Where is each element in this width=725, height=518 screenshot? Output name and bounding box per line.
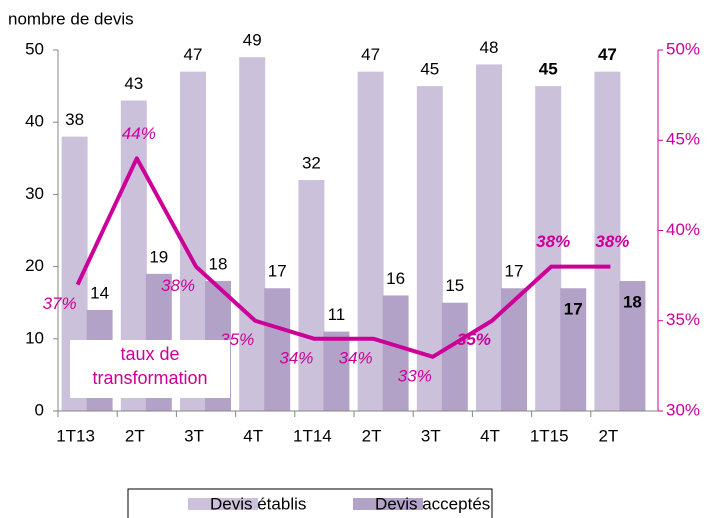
data-label: 16: [386, 269, 405, 288]
x-tick-label: 2T: [598, 426, 618, 445]
data-label: 45: [539, 60, 558, 79]
x-tick-label: 3T: [421, 426, 441, 445]
data-label: 11: [328, 305, 346, 324]
line-label: 38%: [536, 232, 570, 251]
y2-tick-label: 40%: [666, 220, 700, 239]
bar: [239, 57, 266, 411]
x-tick-label: 1T15: [530, 426, 569, 445]
legend-label: Devis acceptés: [375, 494, 490, 513]
data-label: 18: [623, 293, 642, 312]
y-tick-label: 40: [25, 112, 44, 131]
data-label: 14: [90, 283, 109, 302]
y-tick-label: 50: [25, 39, 44, 58]
y-axis-label: nombre de devis: [8, 9, 134, 28]
line-label: 44%: [122, 124, 156, 143]
bar: [441, 302, 468, 411]
data-label: 47: [361, 45, 380, 64]
y2-tick-label: 50%: [666, 39, 700, 58]
x-tick-label: 4T: [243, 426, 263, 445]
y-tick-label: 20: [25, 256, 44, 275]
line-label: 34%: [279, 348, 313, 367]
line-label: 35%: [457, 330, 491, 349]
y-tick-label: 0: [35, 400, 44, 419]
bar: [619, 281, 646, 411]
x-tick-label: 1T13: [56, 426, 95, 445]
data-label: 15: [445, 276, 464, 295]
bar: [416, 86, 443, 411]
line-label: 34%: [339, 348, 373, 367]
y2-tick-label: 35%: [666, 310, 700, 329]
data-label: 38: [65, 110, 84, 129]
legend-label: Devis établis: [210, 494, 306, 513]
line: [75, 156, 611, 359]
data-label: 43: [124, 74, 143, 93]
data-label: 18: [209, 255, 228, 274]
data-label: 45: [420, 60, 439, 79]
bar: [535, 86, 562, 411]
x-tick-label: 3T: [184, 426, 204, 445]
data-label: 17: [564, 300, 583, 319]
legend-swatch: [188, 498, 258, 510]
data-label: 17: [505, 262, 524, 281]
bar: [298, 179, 325, 411]
y-tick-label: 10: [25, 328, 44, 347]
bar: [594, 71, 621, 411]
line-label: 38%: [161, 276, 195, 295]
data-label: 47: [184, 45, 203, 64]
x-tick-label: 1T14: [293, 426, 332, 445]
y2-tick-label: 30%: [666, 400, 700, 419]
bar: [323, 331, 350, 411]
data-label: 32: [302, 153, 321, 172]
data-label: 19: [149, 247, 168, 266]
line-label: 38%: [595, 232, 629, 251]
bar: [264, 288, 291, 411]
data-label: 17: [268, 262, 287, 281]
x-tick-label: 2T: [362, 426, 382, 445]
data-label: 47: [598, 45, 617, 64]
line-label: 33%: [398, 366, 432, 385]
y2-tick-label: 45%: [666, 130, 700, 149]
data-label: 49: [243, 31, 262, 50]
x-tick-label: 4T: [480, 426, 500, 445]
y-tick-label: 30: [25, 184, 44, 203]
x-tick-label: 2T: [125, 426, 145, 445]
bar: [357, 71, 384, 411]
data-label: 48: [480, 38, 499, 57]
bar: [382, 295, 409, 411]
bar: [476, 64, 502, 411]
bar: [560, 288, 587, 411]
annotation: taux de transformation: [70, 340, 230, 398]
legend-swatch: [353, 498, 423, 510]
line-label: 37%: [43, 294, 77, 313]
